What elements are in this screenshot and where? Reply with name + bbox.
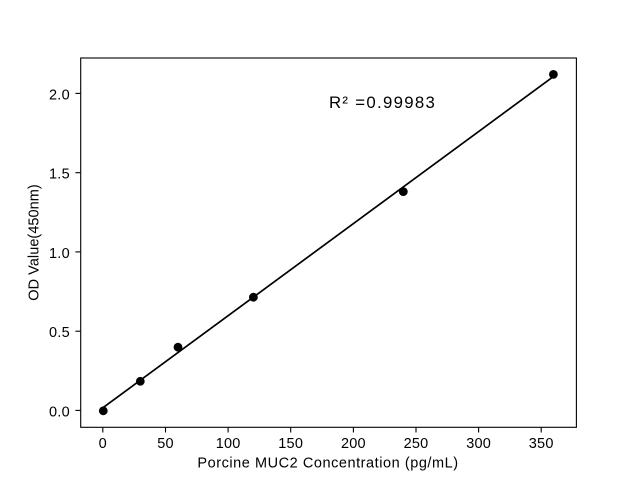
svg-text:2.0: 2.0 xyxy=(49,87,70,103)
svg-text:250: 250 xyxy=(404,436,429,452)
svg-text:50: 50 xyxy=(157,436,174,452)
svg-text:OD Value(450nm): OD Value(450nm) xyxy=(26,184,42,301)
svg-text:1.5: 1.5 xyxy=(49,167,70,183)
svg-text:350: 350 xyxy=(529,436,554,452)
svg-text:0.5: 0.5 xyxy=(49,325,70,341)
svg-text:R² =0.99983: R² =0.99983 xyxy=(329,93,436,112)
svg-text:300: 300 xyxy=(466,436,491,452)
svg-text:0.0: 0.0 xyxy=(49,404,70,420)
svg-text:0: 0 xyxy=(99,436,107,452)
svg-text:100: 100 xyxy=(216,436,241,452)
svg-text:150: 150 xyxy=(278,436,303,452)
svg-text:Porcine MUC2 Concentration (pg: Porcine MUC2 Concentration (pg/mL) xyxy=(197,456,458,472)
svg-text:200: 200 xyxy=(341,436,366,452)
svg-text:1.0: 1.0 xyxy=(49,246,70,262)
